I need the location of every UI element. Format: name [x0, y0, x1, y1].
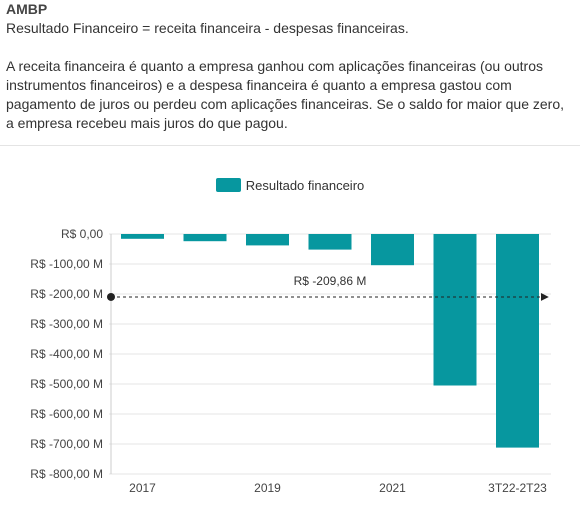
- x-tick-label: 2021: [379, 481, 406, 495]
- legend-label: Resultado financeiro: [245, 178, 365, 193]
- y-tick-label: R$ -200,00 M: [30, 287, 103, 301]
- bar: [496, 234, 539, 448]
- section-divider: [0, 145, 580, 146]
- ticker-label: AMBP: [6, 1, 48, 17]
- info-block: AMBP Resultado Financeiro = receita fina…: [6, 0, 574, 133]
- y-tick-label: R$ -300,00 M: [30, 317, 103, 331]
- y-tick-label: R$ -500,00 M: [30, 377, 103, 391]
- bar: [371, 234, 414, 266]
- x-tick-label: 2019: [254, 481, 281, 495]
- description-text: A receita financeira é quanto a empresa …: [6, 58, 564, 131]
- reference-line-label: R$ -209,86 M: [294, 274, 367, 288]
- reference-line-start-dot: [107, 292, 115, 301]
- bar: [308, 234, 352, 250]
- y-tick-label: R$ -700,00 M: [30, 437, 103, 451]
- bar: [183, 234, 227, 242]
- bar: [121, 234, 164, 239]
- formula-text: Resultado Financeiro = receita financeir…: [6, 20, 409, 36]
- bar-chart: R$ 0,00 R$ -100,00 M R$ -200,00 M R$ -300,0…: [30, 227, 551, 495]
- y-tick-label: R$ 0,00: [61, 227, 103, 241]
- x-tick-label: 3T22-2T23: [488, 481, 547, 495]
- chart-legend[interactable]: Resultado financeiro: [0, 178, 580, 193]
- y-tick-label: R$ -100,00 M: [30, 257, 103, 271]
- bar: [246, 234, 289, 246]
- y-tick-label: R$ -600,00 M: [30, 407, 103, 421]
- y-tick-label: R$ -800,00 M: [30, 467, 103, 481]
- y-tick-label: R$ -400,00 M: [30, 347, 103, 361]
- bar: [433, 234, 477, 386]
- legend-swatch: [215, 178, 241, 192]
- x-tick-label: 2017: [129, 481, 156, 495]
